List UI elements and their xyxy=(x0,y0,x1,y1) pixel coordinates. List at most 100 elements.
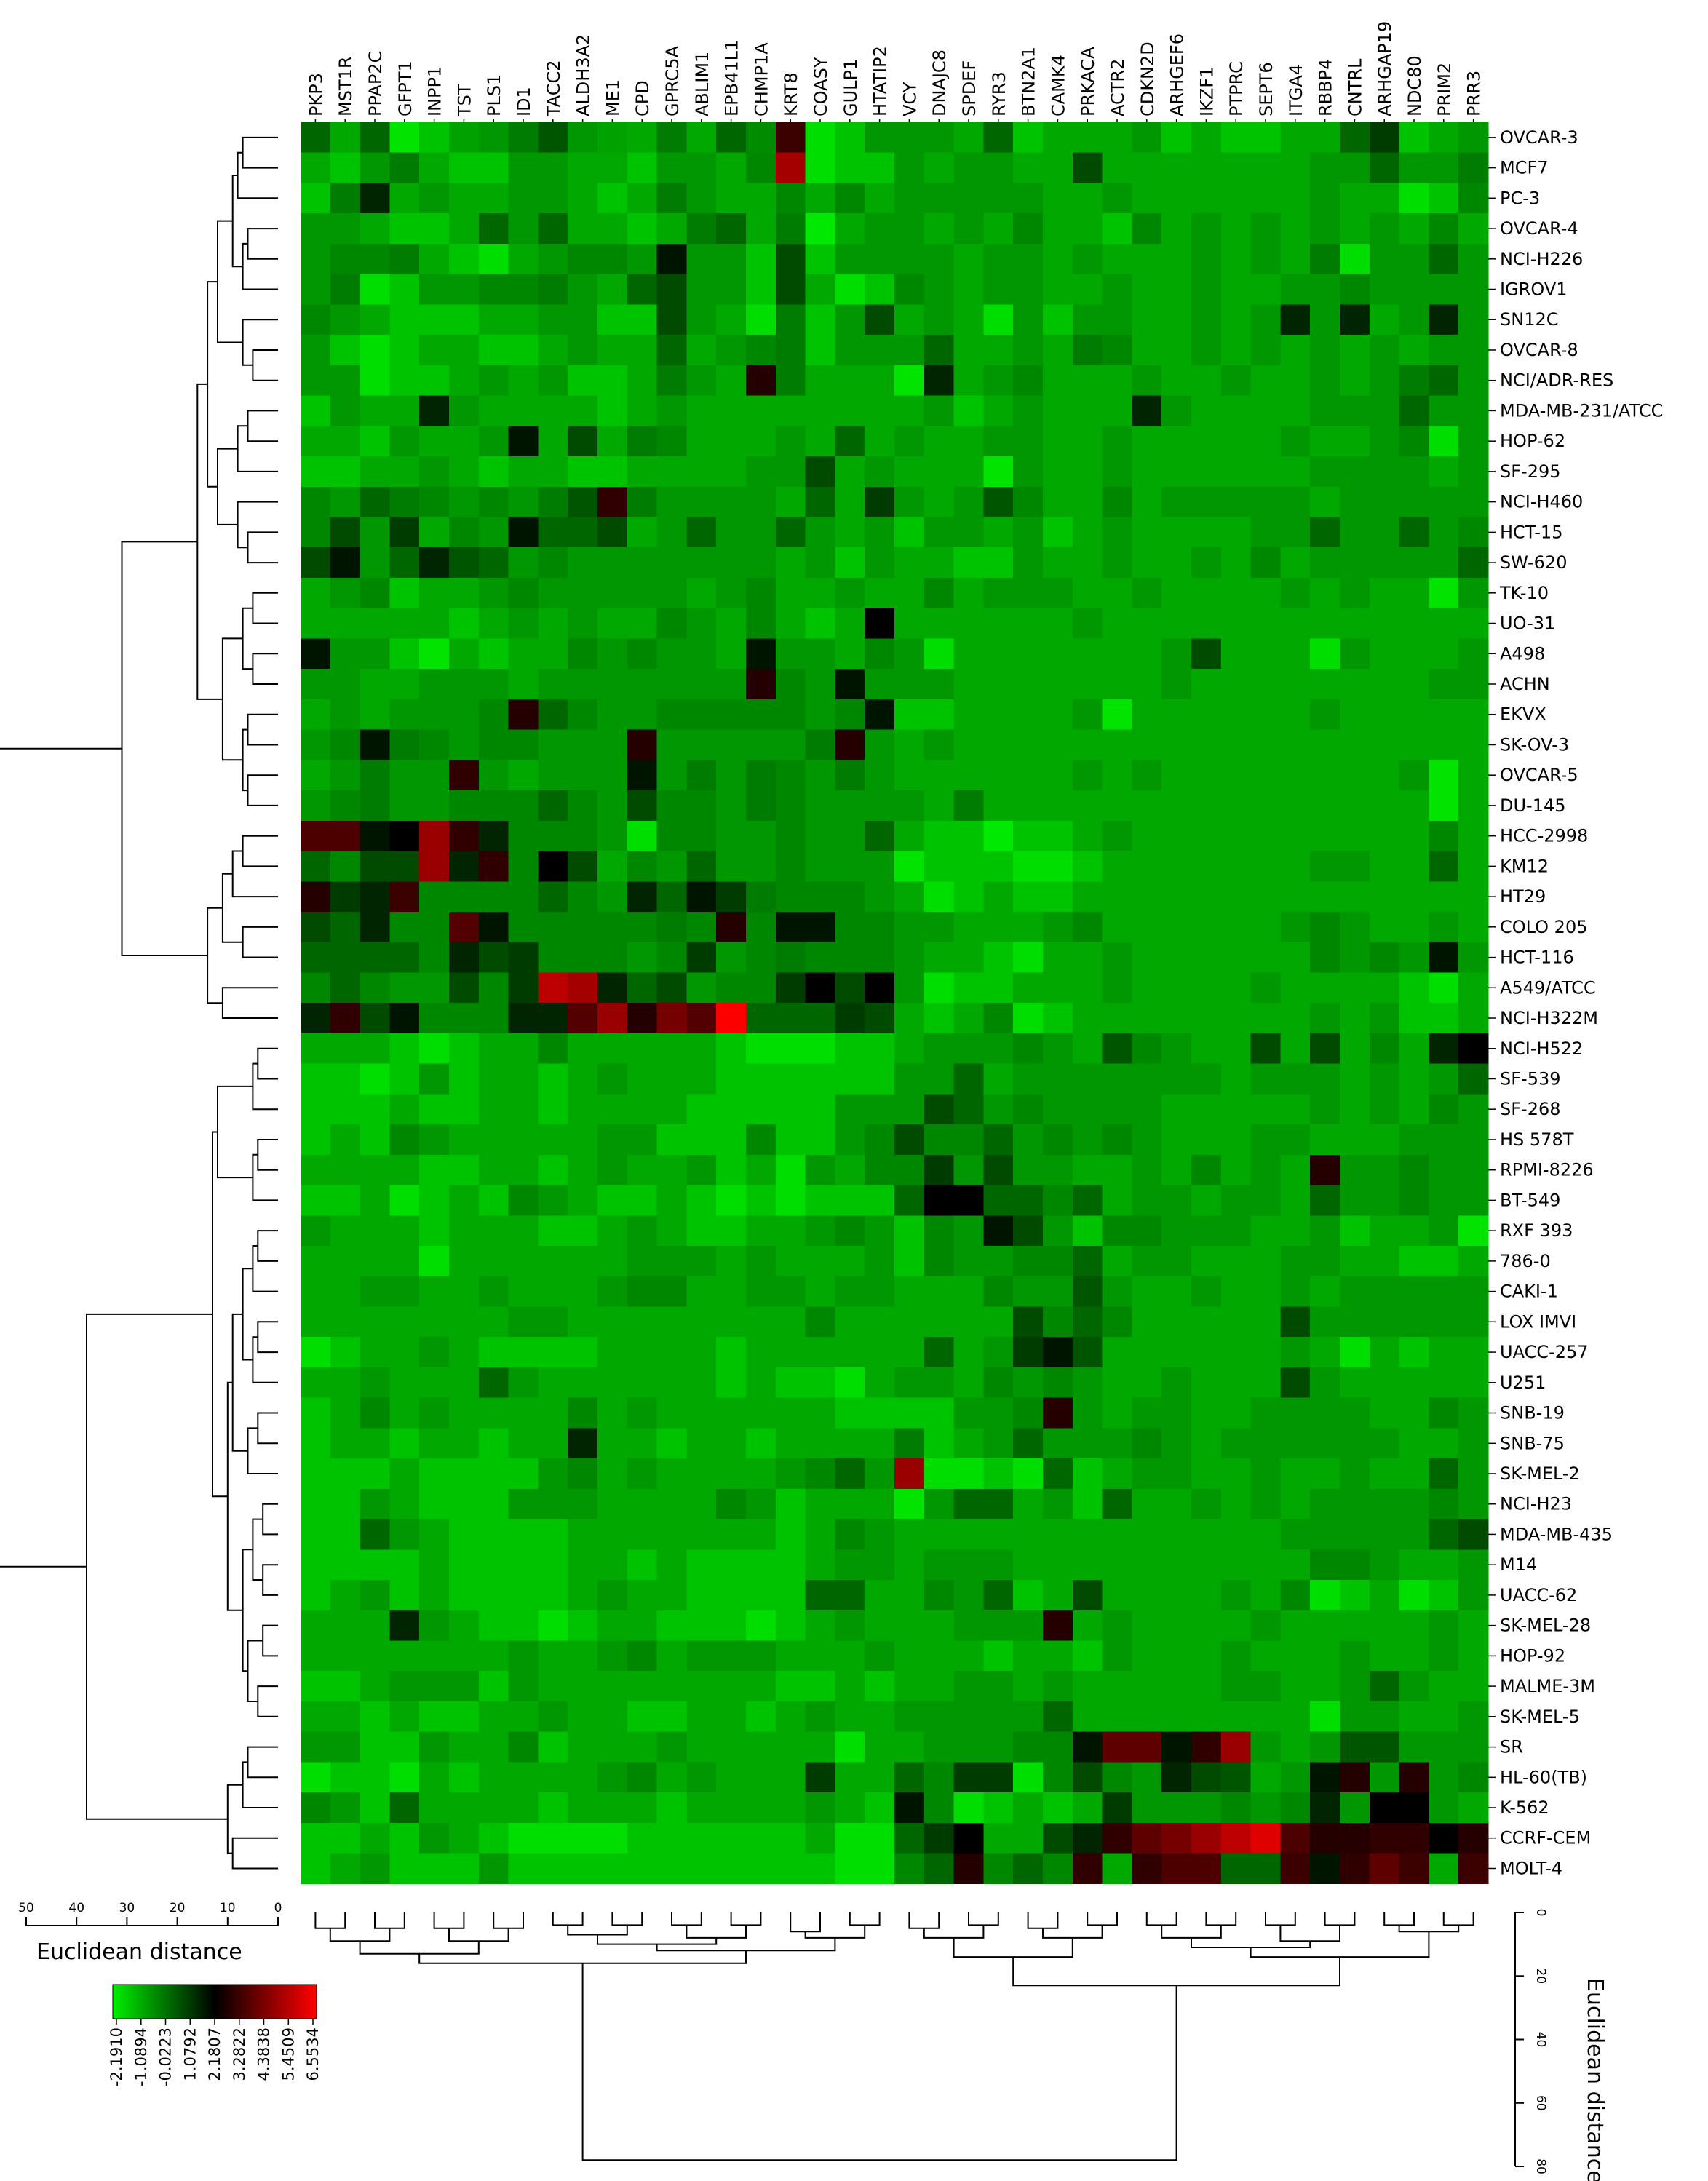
heatmap-cell xyxy=(894,881,925,913)
heatmap-cell xyxy=(1043,669,1073,700)
heatmap-cell xyxy=(1280,1337,1311,1368)
heatmap-cell xyxy=(389,669,420,700)
heatmap-cell xyxy=(568,547,598,579)
heatmap-cell xyxy=(775,1185,806,1216)
row-dendrogram-link xyxy=(252,592,278,624)
row-dendrogram-link xyxy=(247,713,278,746)
heatmap-cell xyxy=(1132,820,1162,852)
heatmap-cell xyxy=(923,1337,955,1368)
heatmap-cell xyxy=(1310,699,1340,731)
heatmap-cell xyxy=(1132,1215,1162,1247)
heatmap-cell xyxy=(1161,395,1192,426)
heatmap-cell xyxy=(1132,1640,1162,1672)
heatmap-cell xyxy=(1043,1610,1073,1642)
column-dendrogram-link xyxy=(329,1928,391,1942)
column-label: EPB41L1 xyxy=(722,40,742,116)
heatmap-cell xyxy=(656,1063,687,1095)
heatmap-cell xyxy=(923,1488,955,1520)
heatmap-cell xyxy=(716,1488,747,1520)
heatmap-cell xyxy=(1191,426,1222,457)
heatmap-cell xyxy=(835,1215,865,1247)
heatmap-cell xyxy=(686,1762,717,1793)
heatmap-cell xyxy=(597,1580,628,1611)
heatmap-cell xyxy=(568,820,598,852)
heatmap-cell xyxy=(1399,517,1429,548)
heatmap-cell xyxy=(894,1215,925,1247)
heatmap-cell xyxy=(1458,608,1489,640)
heatmap-cell xyxy=(656,517,687,548)
heatmap-cell xyxy=(865,577,895,609)
heatmap-cell xyxy=(865,213,895,245)
heatmap-cell xyxy=(686,1033,717,1065)
heatmap-cell xyxy=(1280,1488,1311,1520)
column-dendrogram-link xyxy=(908,1912,940,1929)
heatmap-cell xyxy=(389,1792,420,1824)
heatmap-cell xyxy=(1250,152,1281,184)
heatmap-cell xyxy=(330,1215,361,1247)
heatmap-cell xyxy=(686,486,717,518)
heatmap-cell xyxy=(1250,911,1281,943)
heatmap-cell xyxy=(508,1306,539,1338)
heatmap-cell xyxy=(1458,1519,1489,1550)
heatmap-cell xyxy=(1399,1822,1429,1854)
heatmap-cell xyxy=(1458,1185,1489,1216)
heatmap-cell xyxy=(1043,183,1073,214)
heatmap-cell xyxy=(1043,1124,1073,1156)
heatmap-cell xyxy=(478,1488,509,1520)
heatmap-cell xyxy=(716,456,747,488)
heatmap-cell xyxy=(1220,1154,1252,1186)
heatmap-cell xyxy=(1161,972,1192,1004)
column-label: CAMK4 xyxy=(1048,55,1068,116)
heatmap-cell xyxy=(1310,1822,1340,1854)
heatmap-cell xyxy=(597,1488,628,1520)
heatmap-cell xyxy=(865,365,895,397)
column-dendrogram-axis-label: Euclidean distance xyxy=(1582,1978,1608,2181)
column-label: CNTRL xyxy=(1345,58,1365,116)
heatmap-cell xyxy=(894,1519,925,1550)
heatmap-cell xyxy=(1191,942,1222,974)
heatmap-cell xyxy=(1458,699,1489,731)
heatmap-cell xyxy=(568,274,598,305)
heatmap-cell xyxy=(1043,152,1073,184)
legend-tick-label: 1.0792 xyxy=(181,2027,199,2081)
heatmap-cell xyxy=(330,304,361,335)
heatmap-cell xyxy=(389,486,420,518)
heatmap-cell xyxy=(627,1033,658,1065)
row-label: NCI/ADR-RES xyxy=(1500,370,1613,391)
heatmap-cell xyxy=(627,1853,658,1884)
heatmap-cell xyxy=(865,426,895,457)
heatmap-cell xyxy=(865,972,895,1004)
heatmap-cell xyxy=(1250,760,1281,791)
heatmap-cell xyxy=(568,1246,598,1277)
heatmap-cell xyxy=(597,486,628,518)
heatmap-cell xyxy=(1280,1154,1311,1186)
heatmap-cell xyxy=(1399,608,1429,640)
heatmap-cell xyxy=(923,1792,955,1824)
column-label: KRT8 xyxy=(781,72,801,116)
heatmap-cell xyxy=(805,1367,835,1399)
heatmap-cell xyxy=(1399,760,1429,791)
heatmap-cell xyxy=(1250,456,1281,488)
heatmap-cell xyxy=(389,547,420,579)
heatmap-cell xyxy=(1132,1337,1162,1368)
row-label: DU-145 xyxy=(1500,795,1566,816)
heatmap-cell xyxy=(478,1731,509,1763)
heatmap-cell xyxy=(1340,426,1370,457)
heatmap-cell xyxy=(686,456,717,488)
heatmap-cell xyxy=(746,1549,776,1581)
row-label: A498 xyxy=(1500,643,1545,664)
heatmap-cell xyxy=(1458,335,1489,366)
row-dendrogram xyxy=(0,136,278,1870)
heatmap-cell xyxy=(568,881,598,913)
heatmap-cell xyxy=(716,1246,747,1277)
heatmap-cell xyxy=(1250,1428,1281,1459)
heatmap-cell xyxy=(894,1063,925,1095)
heatmap-cell xyxy=(389,1731,420,1763)
heatmap-cell xyxy=(301,851,331,882)
heatmap-cell xyxy=(538,1580,568,1611)
heatmap-cell xyxy=(716,1306,747,1338)
heatmap-cell xyxy=(1220,395,1252,426)
heatmap-cell xyxy=(568,1610,598,1642)
row-dendrogram-link xyxy=(242,926,278,958)
heatmap-cell xyxy=(1220,669,1252,700)
